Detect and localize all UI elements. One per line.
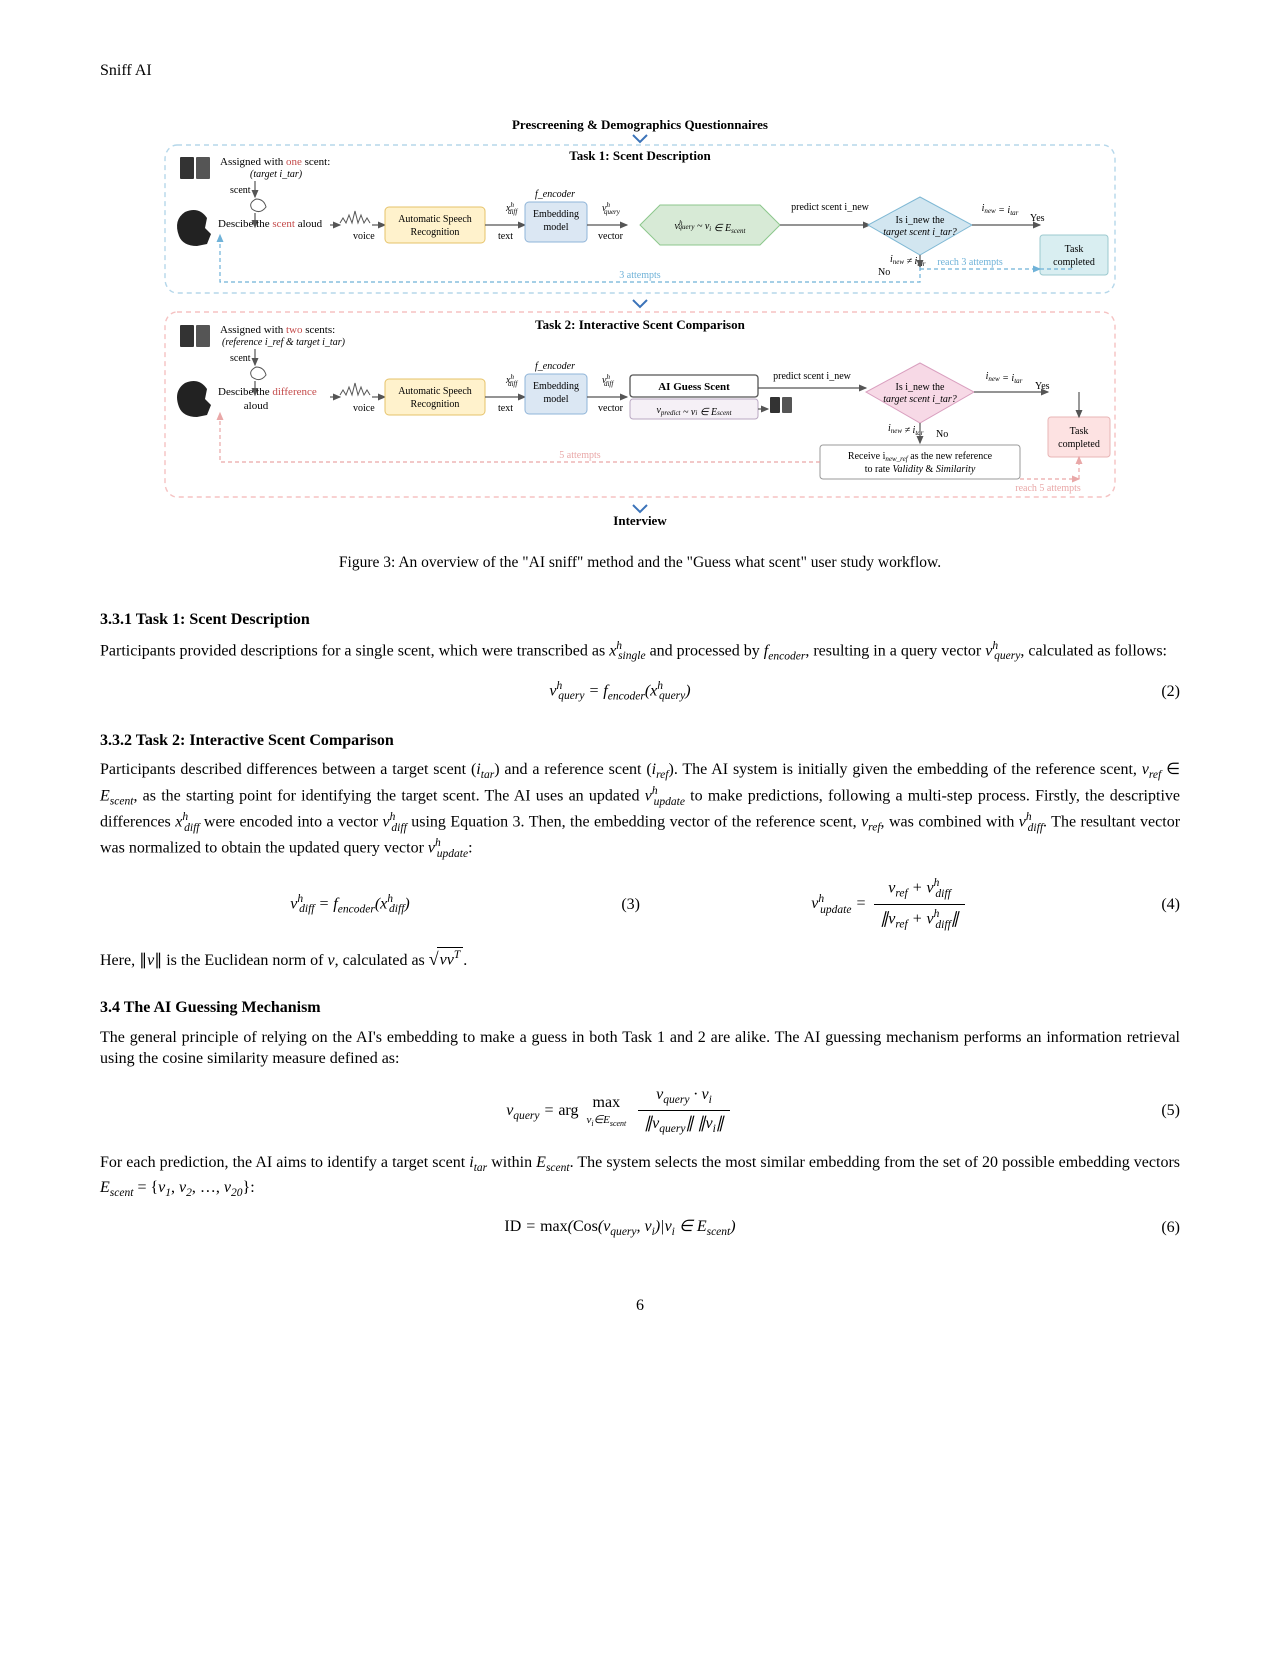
equation-5: vquery = arg max vi∈Escent vquery · vi ∥…	[100, 1084, 1180, 1138]
svg-text:predict scent i_new: predict scent i_new	[773, 371, 852, 382]
task1-assigned-l2: (target i_tar)	[250, 169, 303, 180]
task1-voice: voice	[353, 231, 375, 242]
task2-title: Task 2: Interactive Scent Comparison	[535, 317, 745, 332]
svg-text:inew = itar: inew = itar	[982, 203, 1019, 217]
task1-describe: Descibe the scent aloud	[218, 218, 323, 230]
section-3-3-2-post: Here, ∥v∥ is the Euclidean norm of v, ca…	[100, 947, 1180, 972]
svg-text:reach 5 attempts: reach 5 attempts	[1015, 483, 1081, 494]
svg-text:Recognition: Recognition	[411, 399, 460, 410]
svg-text:No: No	[878, 267, 890, 278]
svg-text:vector: vector	[598, 231, 624, 242]
svg-text:inew = itar: inew = itar	[986, 371, 1023, 385]
task2-loop	[220, 413, 820, 462]
svg-text:Task: Task	[1065, 244, 1084, 255]
svg-text:5 attempts: 5 attempts	[559, 450, 600, 461]
page-number: 6	[100, 1295, 1180, 1317]
prescreen-label: Prescreening & Demographics Questionnair…	[512, 117, 768, 132]
section-3-4-p1: The general principle of relying on the …	[100, 1027, 1180, 1070]
svg-text:text: text	[498, 231, 513, 242]
svg-text:inew ≠ itar: inew ≠ itar	[888, 423, 924, 437]
svg-text:Automatic Speech: Automatic Speech	[398, 214, 472, 225]
svg-text:Yes: Yes	[1030, 213, 1045, 224]
svg-text:aloud: aloud	[244, 400, 269, 412]
svg-text:Embedding: Embedding	[533, 209, 579, 220]
svg-text:xhdiff: xhdiff	[505, 373, 518, 388]
svg-text:target scent i_tar?: target scent i_tar?	[883, 394, 957, 405]
equation-3-4: vhdiff = fencoder(xhdiff) (3) vhupdate =…	[100, 876, 1180, 933]
svg-text:Embedding: Embedding	[533, 381, 579, 392]
svg-text:Automatic Speech: Automatic Speech	[398, 386, 472, 397]
section-3-4-p2: For each prediction, the AI aims to iden…	[100, 1152, 1180, 1201]
svg-text:Yes: Yes	[1035, 381, 1050, 392]
svg-text:f_encoder: f_encoder	[535, 361, 575, 372]
svg-text:vhquery: vhquery	[602, 201, 621, 216]
svg-text:Task: Task	[1070, 426, 1089, 437]
svg-text:scent: scent	[230, 353, 251, 364]
svg-text:completed: completed	[1053, 257, 1095, 268]
svg-text:voice: voice	[353, 403, 375, 414]
svg-text:vhdiff: vhdiff	[602, 373, 614, 388]
section-3-3-2-p1: Participants described differences betwe…	[100, 759, 1180, 862]
svg-text:AI Guess Scent: AI Guess Scent	[658, 381, 730, 393]
svg-text:predict scent i_new: predict scent i_new	[791, 202, 870, 213]
wave-icon	[340, 211, 370, 223]
section-3-3-2-title: 3.3.2 Task 2: Interactive Scent Comparis…	[100, 730, 1180, 752]
equation-2: vhquery = fencoder(xhquery) (2)	[100, 679, 1180, 705]
interview-label: Interview	[613, 513, 667, 527]
svg-text:model: model	[544, 222, 569, 233]
svg-text:text: text	[498, 403, 513, 414]
svg-text:reach 3 attempts: reach 3 attempts	[937, 257, 1003, 268]
running-head: Sniff AI	[100, 60, 1180, 82]
svg-text:model: model	[544, 394, 569, 405]
section-3-4-title: 3.4 The AI Guessing Mechanism	[100, 997, 1180, 1019]
svg-text:vector: vector	[598, 403, 624, 414]
svg-text:completed: completed	[1058, 439, 1100, 450]
svg-text:f_encoder: f_encoder	[535, 189, 575, 200]
svg-text:Descibe the difference: Descibe the difference	[218, 386, 317, 398]
svg-text:target scent i_tar?: target scent i_tar?	[883, 227, 957, 238]
svg-text:(reference i_ref & target i_ta: (reference i_ref & target i_tar)	[222, 337, 346, 348]
svg-text:to rate Validity & Similarity: to rate Validity & Similarity	[865, 464, 976, 475]
task2-complete	[1048, 417, 1110, 457]
equation-6: ID = max(Cos(vquery, vi)|vi ∈ Escent) (6…	[100, 1216, 1180, 1241]
svg-text:xhdiff: xhdiff	[505, 201, 518, 216]
task2-assigned-l1: Assigned with two scents:	[220, 324, 335, 336]
task1-decision	[868, 197, 972, 255]
svg-text:Is i_new the: Is i_new the	[896, 215, 945, 226]
svg-text:No: No	[936, 429, 948, 440]
section-3-3-1-title: 3.3.1 Task 1: Scent Description	[100, 609, 1180, 631]
svg-text:3 attempts: 3 attempts	[619, 270, 660, 281]
svg-text:Is i_new the: Is i_new the	[896, 382, 945, 393]
figure-3-diagram: Prescreening & Demographics Questionnair…	[160, 117, 1120, 534]
task1-title: Task 1: Scent Description	[569, 148, 711, 163]
svg-text:Receive inew_ref as the new re: Receive inew_ref as the new reference	[848, 451, 993, 463]
section-3-3-1-p1: Participants provided descriptions for a…	[100, 639, 1180, 665]
figure-caption: Figure 3: An overview of the "AI sniff" …	[100, 553, 1180, 574]
task2-decision	[866, 363, 974, 423]
task1-assigned-l1: Assigned with one scent:	[220, 156, 330, 168]
svg-text:Recognition: Recognition	[411, 227, 460, 238]
task1-scent-lbl: scent	[230, 185, 251, 196]
